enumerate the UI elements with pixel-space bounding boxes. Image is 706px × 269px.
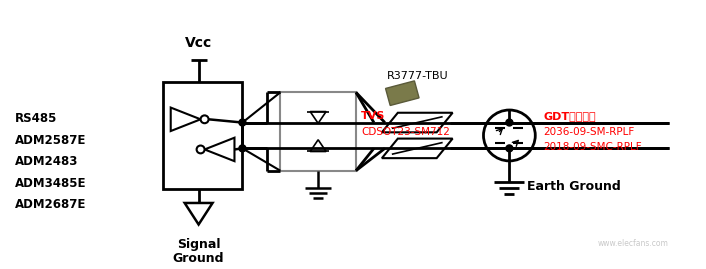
Circle shape	[239, 119, 246, 126]
Bar	[385, 81, 419, 105]
Text: Signal: Signal	[177, 238, 220, 251]
Text: Earth Ground: Earth Ground	[527, 180, 621, 193]
Text: ADM2483: ADM2483	[16, 155, 78, 168]
Polygon shape	[382, 139, 453, 158]
Text: 2036-09-SM-RPLF: 2036-09-SM-RPLF	[543, 126, 635, 137]
Polygon shape	[382, 113, 453, 132]
Text: ADM2587E: ADM2587E	[16, 134, 87, 147]
Circle shape	[506, 145, 513, 152]
Text: RS485: RS485	[16, 112, 58, 125]
Text: Vcc: Vcc	[185, 36, 213, 50]
Circle shape	[506, 119, 513, 126]
Circle shape	[239, 145, 246, 152]
Text: GDT（３極）: GDT（３極）	[543, 111, 596, 121]
Text: CDSOT23-SM712: CDSOT23-SM712	[361, 126, 450, 137]
Bar	[163, 82, 242, 189]
Text: 2018-09-SMC-RPLF: 2018-09-SMC-RPLF	[543, 142, 642, 152]
Text: Ground: Ground	[173, 252, 225, 265]
Text: ADM3485E: ADM3485E	[16, 177, 87, 190]
Text: TVS: TVS	[361, 111, 385, 121]
Text: R3777-TBU: R3777-TBU	[386, 70, 448, 80]
Bar	[280, 92, 356, 171]
Text: ADM2687E: ADM2687E	[16, 199, 87, 211]
Text: www.elecfans.com: www.elecfans.com	[598, 239, 669, 248]
